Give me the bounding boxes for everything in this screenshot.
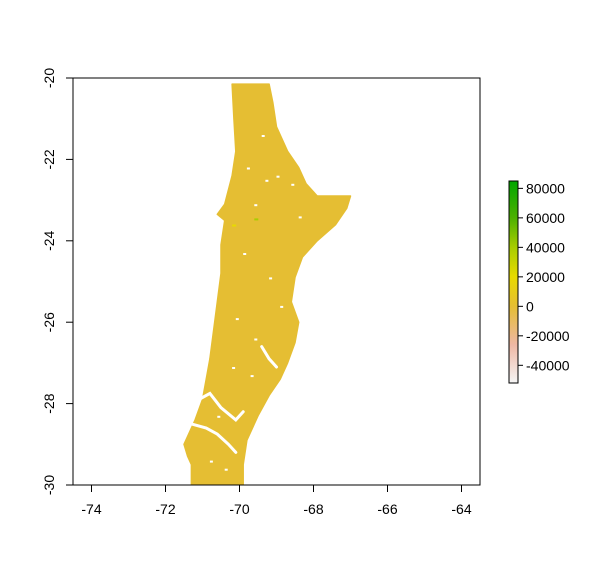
colorbar-legend: 80000 60000 40000 20000 0 -20000 -40000 [508, 180, 570, 384]
x-axis: -74 -72 -70 -68 -66 -64 [81, 484, 472, 517]
colorbar-tick-label: 80000 [526, 180, 565, 196]
y-tick-label: -26 [41, 312, 57, 332]
nodata-speck [269, 277, 273, 280]
nodata-speck [232, 367, 236, 369]
x-tick-label: -70 [229, 501, 249, 517]
nodata-speck [276, 175, 280, 178]
nodata-speck [209, 460, 213, 463]
nodata-speck [254, 204, 258, 207]
colorbar-tick-label: 20000 [526, 269, 565, 285]
colorbar-gradient [508, 180, 519, 384]
nodata-speck [261, 135, 265, 137]
raster-region [183, 83, 352, 485]
y-tick-label: -28 [41, 393, 57, 413]
nodata-speck [298, 216, 302, 219]
colorbar-tick-label: 60000 [526, 210, 565, 226]
accent-cell [232, 224, 237, 227]
nodata-gap [197, 391, 245, 422]
nodata-speck [217, 415, 221, 418]
x-tick-label: -72 [155, 501, 175, 517]
colorbar-tick-label: -40000 [526, 357, 570, 373]
colorbar-tick-label: 40000 [526, 239, 565, 255]
nodata-gap [260, 345, 278, 369]
colorbar-tick-label: 0 [526, 298, 534, 314]
accent-cell [254, 218, 259, 221]
region-fill [183, 83, 352, 485]
x-tick-label: -74 [81, 501, 101, 517]
y-tick-label: -20 [41, 68, 57, 88]
nodata-speck [291, 183, 295, 186]
nodata-speck [243, 253, 247, 255]
x-tick-label: -66 [377, 501, 397, 517]
nodata-speck [250, 375, 254, 378]
y-tick-label: -22 [41, 149, 57, 169]
nodata-speck [280, 305, 284, 308]
nodata-speck [235, 318, 239, 321]
y-axis: -20 -22 -24 -26 -28 -30 [41, 68, 74, 495]
x-tick-label: -64 [451, 501, 471, 517]
y-tick-label: -24 [41, 230, 57, 250]
nodata-speck [224, 468, 228, 471]
nodata-speck [246, 167, 250, 170]
x-tick-label: -68 [303, 501, 323, 517]
nodata-speck [254, 338, 258, 341]
nodata-gap [189, 422, 238, 454]
y-tick-label: -30 [41, 475, 57, 495]
colorbar-tick-label: -20000 [526, 328, 570, 344]
nodata-speck [265, 179, 269, 182]
